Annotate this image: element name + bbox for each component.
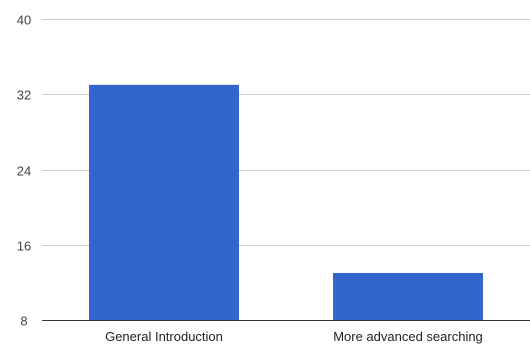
x-axis-labels: General Introduction More advanced search… (105, 329, 483, 344)
bars (89, 84, 483, 320)
y-axis-ticks: 8 16 24 32 40 (17, 13, 31, 329)
y-tick-label-40: 40 (17, 13, 31, 28)
x-category-label-1: More advanced searching (333, 329, 483, 344)
x-category-label-0: General Introduction (105, 329, 223, 344)
y-tick-label-32: 32 (17, 88, 31, 103)
y-tick-label-24: 24 (17, 164, 31, 179)
y-tick-label-8: 8 (20, 314, 27, 329)
bar-0[interactable] (89, 84, 239, 320)
bar-1[interactable] (333, 272, 483, 320)
y-tick-label-16: 16 (17, 239, 31, 254)
